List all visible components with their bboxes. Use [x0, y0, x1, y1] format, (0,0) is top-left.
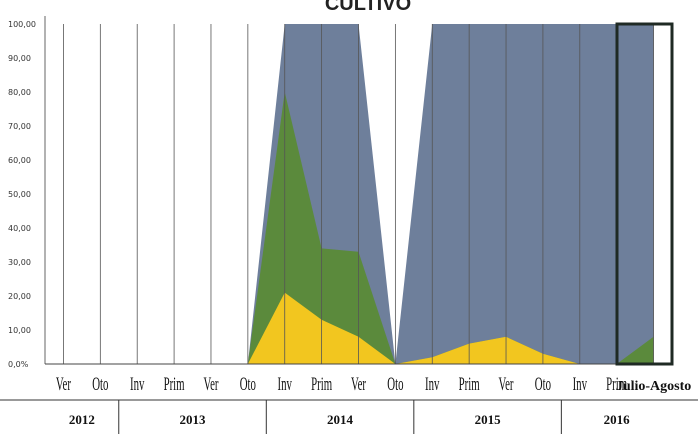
- x-tick-label: Oto: [240, 374, 256, 395]
- y-tick-label: 0,0%: [8, 360, 29, 369]
- x-tick-label: Prim: [606, 374, 627, 395]
- x-tick-label: Prim: [164, 374, 185, 395]
- x-tick-label: Prim: [311, 374, 332, 395]
- x-tick-label: Oto: [387, 374, 403, 395]
- y-axis: 0,0% 10,00 20,00 30,00 40,00 50,00 60,00 70,00 8…: [8, 16, 46, 369]
- x-tick-label: Ver: [499, 374, 514, 395]
- y-tick-label: 40,00: [8, 224, 31, 233]
- x-tick-label: Inv: [278, 374, 293, 395]
- y-tick-label: 100,00: [8, 20, 36, 29]
- x-tick-label: Ver: [56, 374, 71, 395]
- x-tick-label: Oto: [92, 374, 108, 395]
- year-label: 2014: [327, 412, 354, 427]
- y-tick-label: 30,00: [8, 258, 31, 267]
- y-tick-label: 10,00: [8, 326, 31, 335]
- y-tick-label: 20,00: [8, 292, 31, 301]
- y-tick-label: 60,00: [8, 156, 31, 165]
- year-label: 2015: [475, 412, 502, 427]
- x-tick-label: Inv: [130, 374, 145, 395]
- chart-title: CULTIVO: [325, 0, 411, 15]
- x-tick-label: Inv: [425, 374, 440, 395]
- year-label: 2013: [180, 412, 207, 427]
- x-tick-label: Ver: [351, 374, 366, 395]
- year-label: 2016: [604, 412, 631, 427]
- x-axis: Ver Oto Inv Prim Ver Oto Inv Prim Ver Oto Inv Prim V…: [0, 363, 698, 434]
- y-tick-label: 80,00: [8, 88, 31, 97]
- x-tick-label: Inv: [573, 374, 588, 395]
- highlighted-period-box: [615, 22, 674, 366]
- x-tick-label: Julio-Agosto: [616, 379, 691, 394]
- year-label: 2012: [69, 412, 95, 427]
- x-tick-label: Oto: [535, 374, 551, 395]
- y-tick-label: 70,00: [8, 122, 31, 131]
- x-tick-label: Prim: [459, 374, 480, 395]
- x-tick-label: Ver: [203, 374, 218, 395]
- y-tick-label: 50,00: [8, 190, 31, 199]
- y-tick-label: 90,00: [8, 54, 31, 63]
